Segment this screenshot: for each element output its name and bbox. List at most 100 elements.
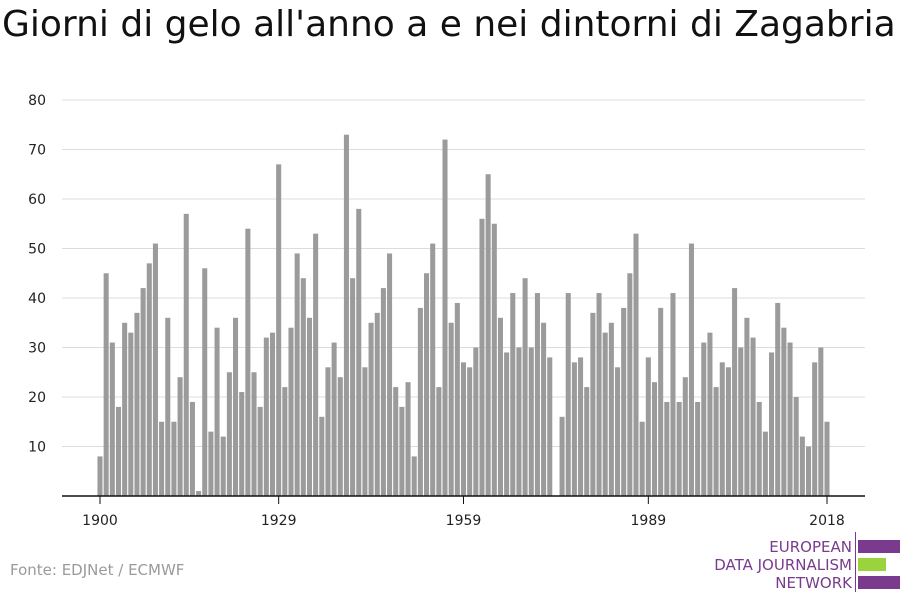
logo-bar-middle [858,558,886,571]
bar-1920 [220,436,226,496]
bar-1989 [645,357,651,496]
bar-2011 [781,327,787,496]
bar-1995 [682,377,688,496]
bar-1967 [510,293,516,496]
bar-1955 [436,387,442,496]
bar-1978 [578,357,584,496]
bar-1985 [621,307,627,496]
bar-1902 [109,342,115,496]
bar-1976 [565,293,571,496]
bar-1904 [122,322,128,496]
bar-1970 [528,347,534,496]
bar-1935 [313,233,319,496]
bar-1961 [473,347,479,496]
bar-1997 [695,401,701,496]
edjnet-logo: EUROPEAN DATA JOURNALISM NETWORK [700,532,900,596]
bar-1983 [608,322,614,496]
bar-1924 [245,228,251,496]
bar-1999 [707,332,713,496]
bar-1957 [448,322,454,496]
bar-1938 [331,342,337,496]
bar-1919 [214,327,220,496]
bar-1986 [627,273,633,496]
bar-1936 [319,416,325,496]
bar-1934 [306,317,312,496]
bar-2002 [725,367,731,496]
bar-1972 [541,322,547,496]
bar-1964 [491,223,497,496]
bar-1932 [294,253,300,496]
bar-1994 [676,401,682,496]
bar-1937 [325,367,331,496]
bar-1956 [442,139,448,496]
x-tick-label: 1989 [631,513,667,529]
bar-1930 [282,387,288,496]
bar-1949 [399,406,405,496]
x-tick-label: 2018 [809,513,845,529]
bar-1910 [159,421,165,496]
logo-divider [855,532,856,592]
bar-1927 [263,337,269,496]
bar-1971 [534,293,540,496]
bar-2005 [744,317,750,496]
bar-1943 [362,367,368,496]
bar-2007 [756,401,762,496]
chart-title: Giorni di gelo all'anno a e nei dintorni… [2,4,896,45]
bar-1962 [479,218,485,497]
y-tick-label: 40 [28,291,46,307]
bar-1984 [615,367,621,496]
x-tick-label: 1900 [82,513,118,529]
bar-1982 [602,332,608,496]
bar-1977 [571,362,577,496]
bar-1941 [350,278,356,496]
bar-1914 [183,213,189,496]
bar-1918 [208,431,214,496]
bar-2004 [738,347,744,496]
bar-1921 [226,372,232,496]
bar-1947 [387,253,393,496]
bar-1929 [276,164,282,496]
bar-1992 [664,401,670,496]
bar-2018 [824,421,830,496]
bar-1913 [177,377,183,496]
bar-1959 [460,362,467,496]
y-tick-label: 80 [28,93,46,109]
bar-1950 [405,382,411,496]
bar-1908 [146,263,152,496]
bar-1998 [701,342,707,496]
bar-1911 [165,317,171,496]
logo-line-3: NETWORK [775,574,852,592]
bar-2003 [732,288,738,496]
bar-1963 [485,174,491,496]
bar-1952 [417,307,423,496]
bar-1931 [288,327,294,496]
bar-2010 [775,302,781,496]
x-tick-label: 1959 [446,513,482,529]
bar-2013 [793,397,799,496]
bar-1901 [103,273,109,496]
logo-bar-top [858,540,900,553]
bar-1940 [343,134,349,496]
bar-1900 [97,456,103,496]
bar-2015 [805,446,812,496]
y-tick-label: 30 [28,341,46,357]
bar-1966 [504,352,510,496]
bar-1912 [171,421,177,496]
bar-1928 [269,332,276,496]
bar-1981 [596,293,602,496]
bar-2014 [799,436,805,496]
bar-1990 [651,382,658,496]
bar-1946 [380,288,386,496]
bar-1939 [337,377,343,496]
y-tick-label: 10 [28,440,46,456]
bar-1906 [134,312,140,496]
y-tick-label: 50 [28,242,46,258]
bar-1993 [670,293,676,496]
bar-1917 [202,268,208,496]
bar-1987 [633,233,639,496]
bar-1922 [233,317,239,496]
bar-1965 [497,317,503,496]
bar-2000 [713,387,719,496]
x-tick-labels: 1900 1929 1959 1989 2018 [82,496,845,529]
